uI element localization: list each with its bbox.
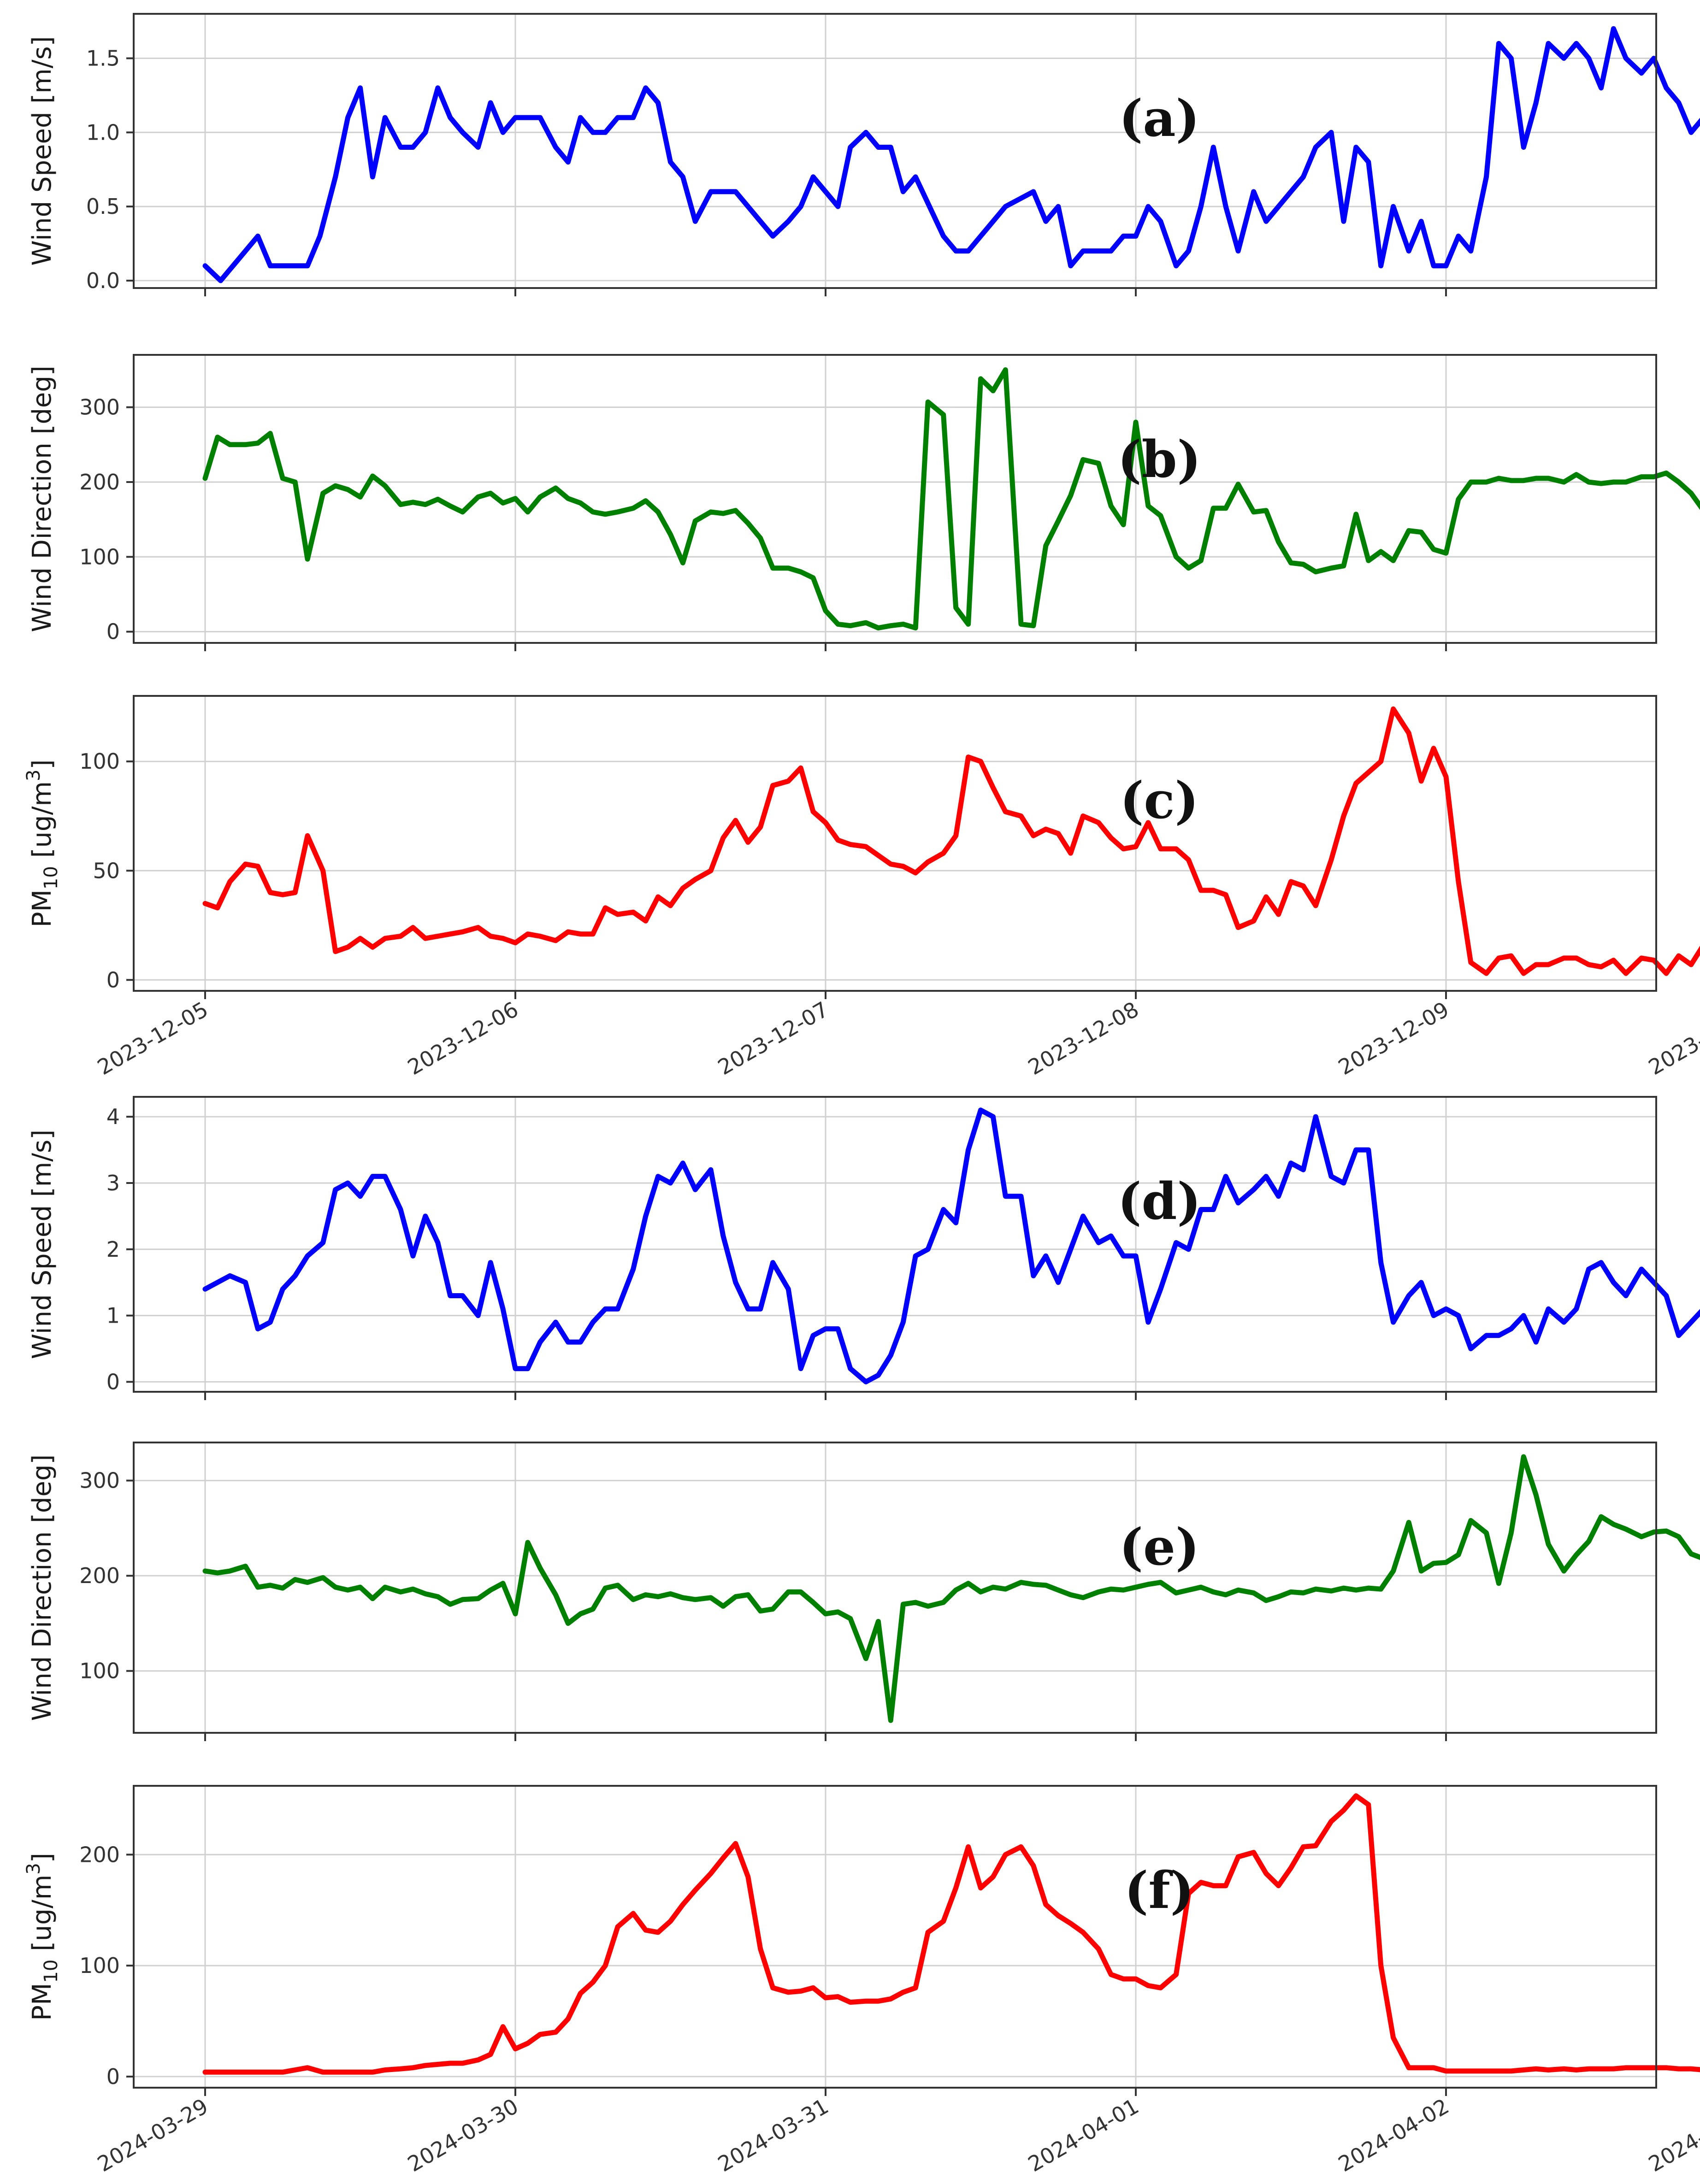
x-tick-label-f-4: 2024-04-02	[1334, 2094, 1453, 2177]
y-axis-label-f: PM10 [ug/m3]	[23, 1853, 62, 2020]
x-tick-label-c-0: 2023-12-05	[93, 997, 212, 1080]
y-tick-label-c-1: 50	[93, 858, 120, 883]
y-axis-label-c: PM10 [ug/m3]	[23, 759, 62, 927]
panel-e: 100 200 300 Wind Direction [deg] (e)	[27, 1442, 1700, 1741]
x-tick-label-f-0: 2024-03-29	[93, 2094, 212, 2177]
y-tick-label-e-2: 300	[79, 1468, 120, 1493]
plot-frame-d	[133, 1096, 1657, 1393]
y-tick-label-d-4: 4	[106, 1104, 120, 1129]
y-tick-label-a-1: 0.5	[86, 194, 120, 219]
y-tick-label-c-0: 0	[106, 967, 120, 992]
panel-a: 0.0 0.5 1.0 1.5 Wind Speed [m/s] (a)	[27, 13, 1700, 296]
series-line-b	[202, 367, 1700, 630]
x-tick-label-f-3: 2024-04-01	[1024, 2094, 1143, 2177]
panel-f: 0 100 200 2024-03-29 2024-03-30 2024-03-31 202…	[23, 1785, 1700, 2177]
x-tick-label-c-2: 2023-12-07	[714, 997, 833, 1080]
plot-frame-c	[133, 695, 1657, 992]
y-tick-label-f-1: 100	[79, 1953, 120, 1978]
y-tick-label-a-2: 1.0	[86, 120, 120, 145]
plot-frame-a	[133, 13, 1657, 289]
y-tick-label-f-0: 0	[106, 2064, 120, 2089]
x-tick-label-f-5: 2024-04-03	[1644, 2094, 1700, 2177]
y-tick-label-a-3: 1.5	[86, 46, 120, 71]
y-tick-label-b-2: 200	[79, 470, 120, 494]
series-line-a	[202, 26, 1700, 283]
y-axis-label-b: Wind Direction [deg]	[27, 365, 57, 632]
y-tick-label-d-1: 1	[106, 1303, 120, 1328]
y-axis-label-d: Wind Speed [m/s]	[27, 1130, 57, 1359]
y-tick-label-f-2: 200	[79, 1842, 120, 1867]
y-tick-label-b-1: 100	[79, 544, 120, 569]
series-line-e	[202, 1454, 1700, 1723]
y-tick-label-d-3: 3	[106, 1171, 120, 1195]
y-tick-label-c-2: 100	[79, 749, 120, 774]
y-tick-label-b-3: 300	[79, 395, 120, 420]
y-tick-label-e-0: 100	[79, 1659, 120, 1684]
plot-frame-f	[133, 1785, 1657, 2089]
x-tick-label-c-4: 2023-12-09	[1334, 997, 1453, 1080]
panel-c: 0 50 100 2023-12-05 2023-12-06 2023-12-07 2023…	[23, 695, 1700, 1080]
panel-tag-d: (d)	[1117, 1171, 1201, 1231]
y-tick-label-e-1: 200	[79, 1563, 120, 1588]
panel-tag-b: (b)	[1117, 430, 1201, 489]
panel-tag-c: (c)	[1120, 771, 1198, 830]
y-tick-label-b-0: 0	[106, 619, 120, 644]
series-line-f	[202, 1793, 1700, 2075]
y-tick-label-d-0: 0	[106, 1369, 120, 1394]
plot-frame-e	[133, 1442, 1657, 1734]
panel-d: 0 1 2 3 4 Wind Speed [m/s] (d)	[27, 1096, 1700, 1400]
x-tick-label-f-2: 2024-03-31	[714, 2094, 833, 2177]
series-line-d	[202, 1107, 1700, 1384]
series-line-c	[202, 706, 1700, 976]
x-tick-label-c-1: 2023-12-06	[403, 997, 523, 1080]
panel-b: 0 100 200 300 Wind Direction [deg] (b)	[27, 354, 1700, 651]
y-tick-label-d-2: 2	[106, 1237, 120, 1262]
x-tick-label-c-5: 2023-12-10	[1644, 997, 1700, 1080]
plot-frame-b	[133, 354, 1657, 644]
y-axis-label-e: Wind Direction [deg]	[27, 1454, 57, 1721]
panel-tag-e: (e)	[1119, 1517, 1199, 1577]
x-tick-label-c-3: 2023-12-08	[1024, 997, 1143, 1080]
x-tick-label-f-1: 2024-03-30	[403, 2094, 523, 2177]
panel-tag-f: (f)	[1124, 1860, 1194, 1920]
panel-tag-a: (a)	[1119, 88, 1199, 148]
y-tick-label-a-0: 0.0	[86, 268, 120, 293]
y-axis-label-a: Wind Speed [m/s]	[27, 36, 57, 265]
